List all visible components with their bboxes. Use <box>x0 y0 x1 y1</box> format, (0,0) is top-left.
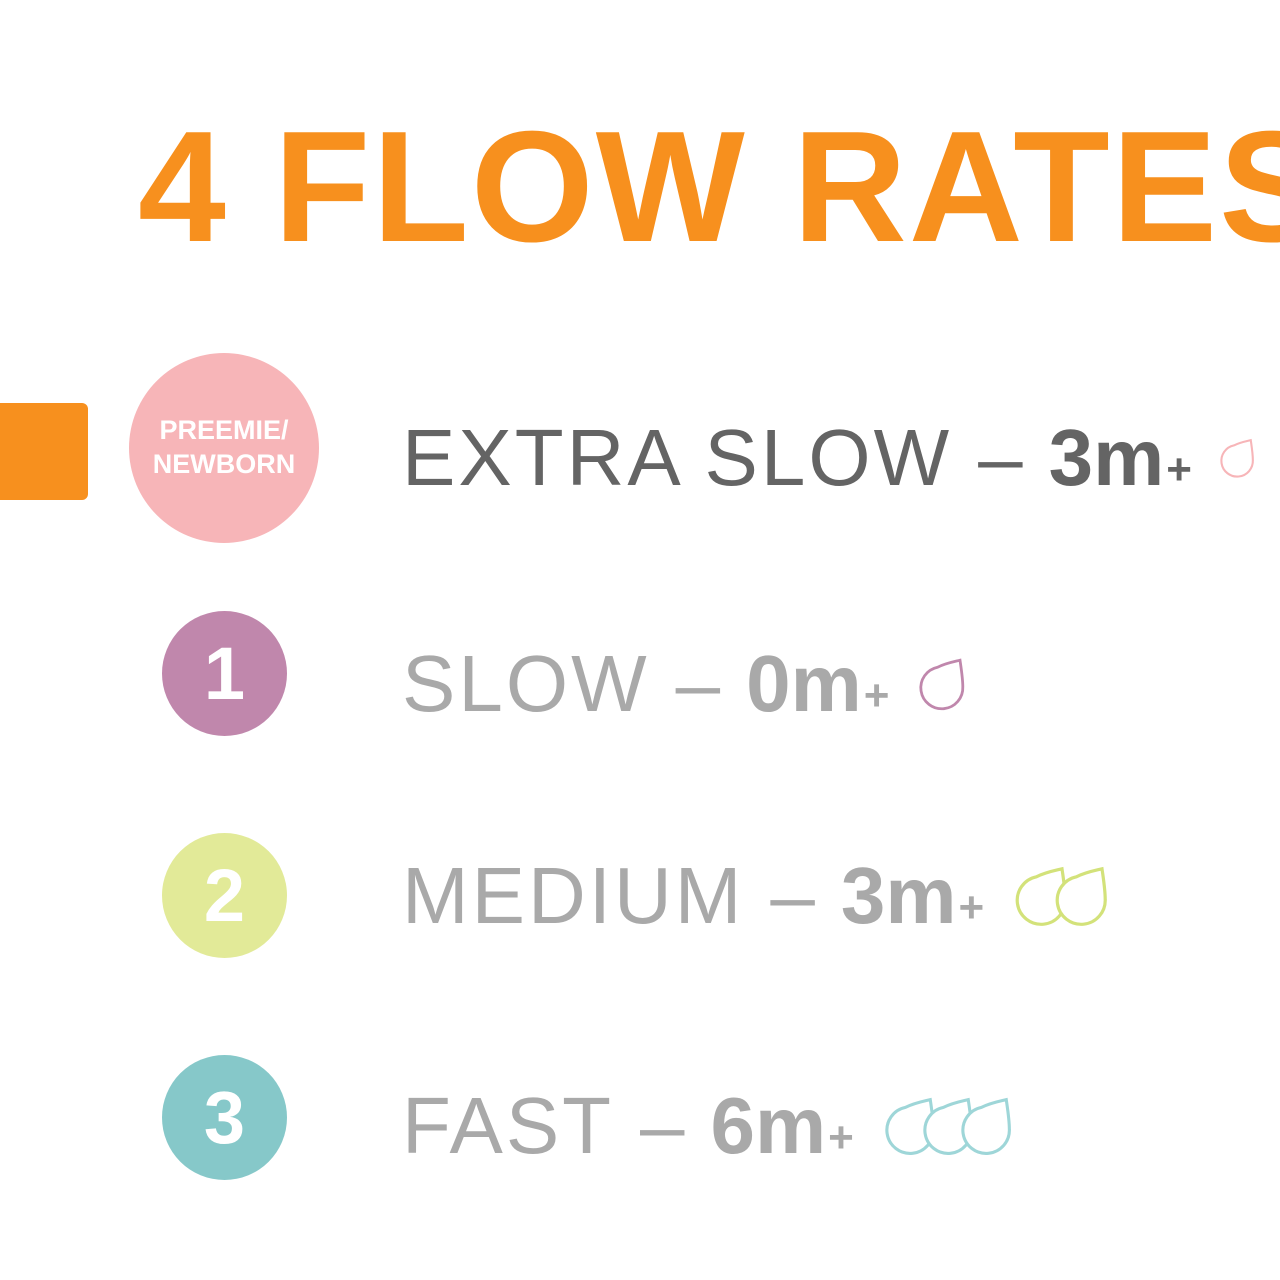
flow-dash: – <box>675 639 721 728</box>
badge-label-line1: PREEMIE/ <box>159 415 289 446</box>
flow-dash: – <box>978 413 1023 502</box>
flow-age: 3m <box>1048 413 1165 502</box>
flow-row-slow: SLOW – 0m + <box>402 644 967 724</box>
drops-group <box>911 656 967 712</box>
flow-dash: – <box>640 1081 685 1170</box>
flow-age-plus: + <box>828 1113 854 1162</box>
flow-row-extra-slow: EXTRA SLOW – 3m + <box>402 418 1256 498</box>
badge-3: 3 <box>162 1055 287 1180</box>
flow-age: 3m <box>840 851 957 940</box>
flow-age-plus: + <box>863 671 890 720</box>
badge-2: 2 <box>162 833 287 958</box>
drops-group <box>1214 437 1256 479</box>
page-title: 4 FLOW RATES <box>138 99 1280 275</box>
flow-row-medium: MEDIUM – 3m + <box>402 856 1110 936</box>
drops-group <box>1006 864 1110 928</box>
flow-dash: – <box>770 851 815 940</box>
drop-outline-icon <box>1055 866 1108 926</box>
flow-name: MEDIUM <box>402 851 745 940</box>
flow-name: SLOW <box>402 639 650 728</box>
drop-outline-icon <box>1220 438 1254 478</box>
flow-age-plus: + <box>958 883 985 932</box>
flow-name: EXTRA SLOW <box>402 413 953 502</box>
drop-outline-icon <box>919 658 965 711</box>
drops-group <box>876 1095 1014 1157</box>
flow-age: 6m <box>710 1081 827 1170</box>
drop-outline-icon <box>961 1097 1011 1155</box>
selected-indicator-tab <box>0 403 88 500</box>
flow-age: 0m <box>746 639 862 728</box>
badge-preemie-newborn: PREEMIE/NEWBORN <box>129 353 319 543</box>
badge-label-line2: NEWBORN <box>152 449 296 479</box>
flow-row-fast: FAST – 6m + <box>402 1086 1014 1166</box>
flow-name: FAST <box>402 1081 615 1170</box>
badge-1: 1 <box>162 611 287 736</box>
flow-age-plus: + <box>1166 445 1192 494</box>
